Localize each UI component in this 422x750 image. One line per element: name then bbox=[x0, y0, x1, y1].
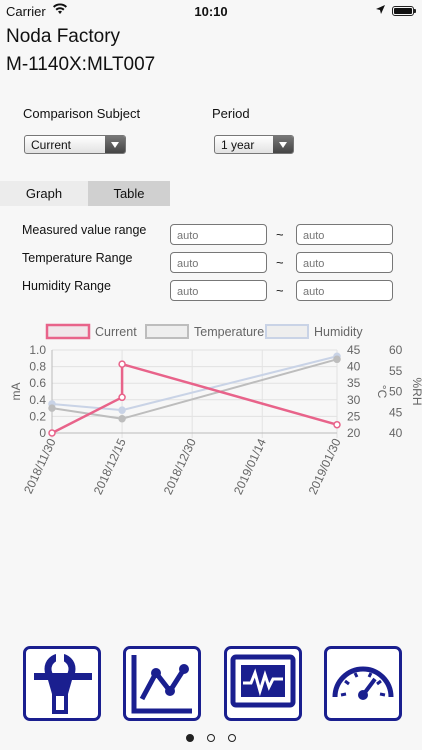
range-separator: ~ bbox=[276, 283, 284, 298]
carrier-label: Carrier bbox=[6, 4, 46, 19]
tab-table[interactable]: Table bbox=[88, 181, 170, 206]
y-axis-title-left: mA bbox=[9, 383, 23, 401]
y-tick-label-temperature: 35 bbox=[347, 376, 361, 390]
legend-swatch-humidity bbox=[265, 324, 309, 339]
humidity-range-label: Humidity Range bbox=[22, 279, 111, 293]
x-tick-label: 2019/01/30 bbox=[306, 436, 344, 497]
y-tick-label-left: 0.2 bbox=[29, 409, 46, 423]
period-select[interactable]: 1 year bbox=[214, 135, 294, 154]
y-axis-title-humidity: %RH bbox=[410, 377, 422, 405]
y-axis-title-temperature: °C bbox=[375, 385, 389, 399]
location-arrow-icon bbox=[375, 3, 386, 18]
battery-icon bbox=[392, 5, 416, 16]
legend-swatch-temperature bbox=[145, 324, 189, 339]
x-tick-label: 2018/12/30 bbox=[161, 436, 199, 497]
y-tick-label-left: 0 bbox=[39, 426, 46, 440]
y-tick-label-humidity: 55 bbox=[389, 364, 403, 378]
clock: 10:10 bbox=[194, 4, 228, 19]
legend-label-current: Current bbox=[95, 325, 137, 339]
legend-label-temperature: Temperature bbox=[194, 325, 264, 339]
measured-range-min-input[interactable] bbox=[170, 224, 267, 245]
temperature-range-min-input[interactable] bbox=[170, 252, 267, 273]
y-tick-label-temperature: 20 bbox=[347, 426, 361, 440]
range-separator: ~ bbox=[276, 255, 284, 270]
temperature-range-label: Temperature Range bbox=[22, 251, 133, 265]
comparison-subject-value: Current bbox=[31, 138, 72, 152]
page-dot[interactable] bbox=[186, 734, 194, 742]
gauge-button[interactable] bbox=[324, 646, 402, 721]
trend-graph-button[interactable] bbox=[123, 646, 201, 721]
current-data-point bbox=[118, 393, 126, 402]
page-dot[interactable] bbox=[207, 734, 215, 742]
y-tick-label-humidity: 45 bbox=[389, 405, 403, 419]
current-series-line bbox=[51, 362, 338, 435]
clamp-meter-icon bbox=[34, 653, 92, 714]
current-data-point bbox=[333, 420, 341, 429]
wifi-icon bbox=[52, 2, 68, 19]
page-indicator[interactable] bbox=[0, 734, 422, 742]
y-tick-label-left: 0.8 bbox=[29, 360, 46, 374]
period-label: Period bbox=[212, 106, 250, 121]
y-tick-label-temperature: 45 bbox=[347, 343, 361, 357]
device-title: M-1140X:MLT007 bbox=[6, 54, 156, 75]
humidity-range-max-input[interactable] bbox=[296, 280, 393, 301]
y-tick-label-temperature: 40 bbox=[347, 360, 361, 374]
y-tick-label-left: 1.0 bbox=[29, 343, 46, 357]
trend-chart: 0 0.2 0.4 0.6 0.8 1.0 20 25 30 35 40 45 40 45 50 55 60 mA… bbox=[9, 323, 422, 497]
humidity-range-min-input[interactable] bbox=[170, 280, 267, 301]
y-tick-label-left: 0.4 bbox=[29, 393, 46, 407]
legend-swatch-current bbox=[45, 323, 91, 340]
y-tick-label-temperature: 25 bbox=[347, 409, 361, 423]
y-tick-label-temperature: 30 bbox=[347, 393, 361, 407]
clamp-meter-button[interactable] bbox=[23, 646, 101, 721]
x-tick-label: 2018/11/30 bbox=[21, 436, 59, 496]
waveform-monitor-button[interactable] bbox=[224, 646, 302, 721]
temperature-series-line bbox=[51, 358, 338, 420]
temperature-data-point bbox=[333, 355, 341, 364]
comparison-subject-select[interactable]: Current bbox=[24, 135, 126, 154]
tab-graph[interactable]: Graph bbox=[0, 181, 88, 206]
legend-label-humidity: Humidity bbox=[314, 325, 363, 339]
measured-range-max-input[interactable] bbox=[296, 224, 393, 245]
period-value: 1 year bbox=[221, 138, 255, 152]
x-tick-label: 2019/01/14 bbox=[231, 436, 269, 497]
current-data-point bbox=[48, 429, 56, 437]
waveform-monitor-icon bbox=[230, 654, 296, 708]
current-data-point bbox=[118, 360, 126, 368]
humidity-data-point bbox=[118, 406, 126, 414]
x-tick-label: 2018/12/15 bbox=[91, 436, 129, 497]
comparison-subject-label: Comparison Subject bbox=[23, 106, 141, 121]
gauge-icon bbox=[332, 666, 394, 700]
trend-graph-icon bbox=[131, 655, 192, 714]
temperature-range-max-input[interactable] bbox=[296, 252, 393, 273]
chevron-down-icon bbox=[273, 136, 293, 153]
status-bar: Carrier 10:10 bbox=[0, 0, 422, 22]
temperature-data-point bbox=[48, 404, 56, 412]
y-tick-label-humidity: 40 bbox=[389, 426, 403, 440]
measured-range-label: Measured value range bbox=[22, 223, 147, 237]
factory-title: Noda Factory bbox=[6, 26, 121, 47]
y-tick-label-left: 0.6 bbox=[29, 376, 46, 390]
range-separator: ~ bbox=[276, 227, 284, 242]
chevron-down-icon bbox=[105, 136, 125, 153]
page-dot[interactable] bbox=[228, 734, 236, 742]
y-tick-label-humidity: 50 bbox=[389, 385, 403, 399]
temperature-data-point bbox=[118, 414, 126, 423]
y-tick-label-humidity: 60 bbox=[389, 343, 403, 357]
